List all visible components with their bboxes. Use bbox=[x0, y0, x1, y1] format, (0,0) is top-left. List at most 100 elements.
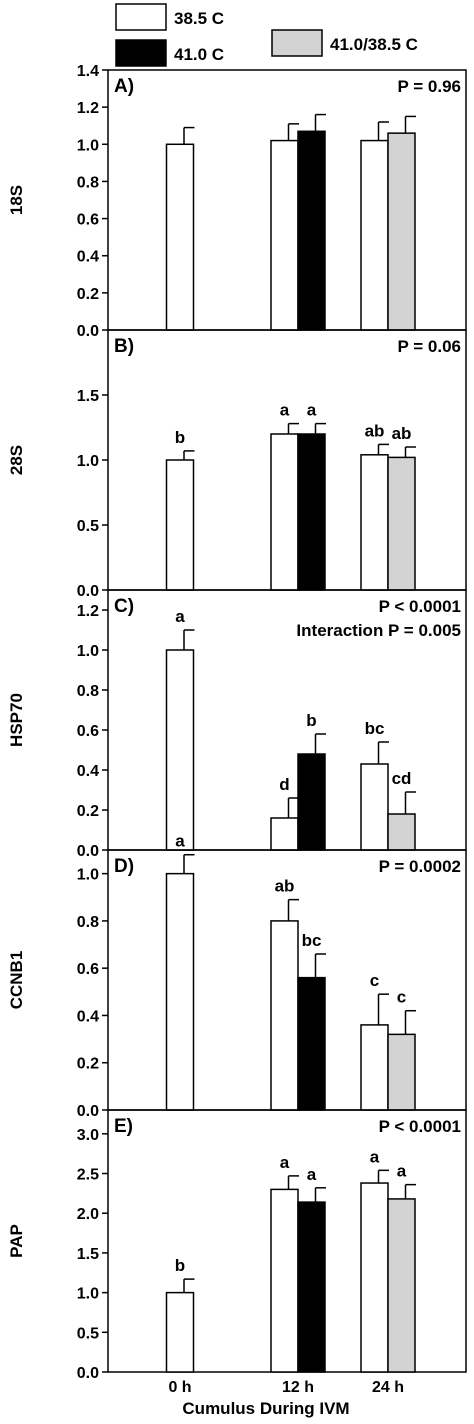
bar-38-5-c-24-h bbox=[360, 1182, 389, 1373]
panel-hsp70: 0.0 0.2 0.4 0.6 0.8 1.0 1.2 HSP70 C) P < 0.0001 In… bbox=[7, 589, 467, 860]
y-tick-label: 0.2 bbox=[77, 803, 99, 820]
bar-38-5-c-0-h bbox=[165, 143, 195, 331]
panel-letter: C) bbox=[114, 596, 134, 617]
y-tick-label: 1.4 bbox=[77, 63, 99, 80]
legend-swatch-41-0-38-5-c bbox=[271, 29, 323, 57]
x-tick-label: 0 h bbox=[168, 1379, 191, 1396]
y-tick-label: 1.0 bbox=[77, 137, 99, 154]
y-tick-label: 0.6 bbox=[77, 723, 99, 740]
y-tick-label: 3.0 bbox=[77, 1127, 99, 1144]
y-tick-label: 0.5 bbox=[77, 1325, 99, 1342]
bar-38-5-c-12-h bbox=[270, 433, 299, 591]
bar-38-5-c-0-h bbox=[165, 872, 195, 1111]
bar-38-5-c-24-h bbox=[360, 454, 389, 591]
bar-38-5-c-0-h bbox=[165, 649, 195, 851]
y-tick-label: 1.5 bbox=[77, 388, 99, 405]
bar-38-5-c-12-h bbox=[270, 817, 299, 851]
bar-38-5-c-24-h bbox=[360, 139, 389, 331]
x-tick-label: 24 h bbox=[372, 1379, 404, 1396]
panel-letter: D) bbox=[114, 856, 134, 877]
bar-38-5-c-0-h bbox=[165, 459, 195, 591]
panel-18s: 0.0 0.2 0.4 0.6 0.8 1.0 1.2 1.4 18S A) P = 0.96 bbox=[7, 63, 467, 340]
significance-letter: ab bbox=[392, 424, 412, 443]
significance-letter: a bbox=[280, 1153, 290, 1172]
y-axis-label: 28S bbox=[7, 445, 26, 475]
y-tick-label: 1.0 bbox=[77, 1286, 99, 1303]
y-tick-label: 0.8 bbox=[77, 174, 99, 191]
p-value-annotation: P < 0.0001 bbox=[379, 597, 461, 616]
x-axis-label: Cumulus During IVM bbox=[182, 1399, 349, 1418]
y-tick-label: 1.0 bbox=[77, 867, 99, 884]
bar-41-0-c-12-h bbox=[297, 1201, 326, 1373]
legend-label-41-0-c: 41.0 C bbox=[174, 45, 224, 64]
legend: 38.5 C 41.0 C 41.0/38.5 C bbox=[115, 3, 418, 67]
legend-label-41-0-38-5-c: 41.0/38.5 C bbox=[330, 35, 418, 54]
y-tick-label: 0.2 bbox=[77, 1056, 99, 1073]
panel-28s: 0.0 0.5 1.0 1.5 28S B) P = 0.06 b a a ab ab bbox=[7, 329, 467, 600]
y-tick-label: 0.0 bbox=[77, 323, 99, 340]
p-value-annotation: P = 0.0002 bbox=[379, 857, 461, 876]
bar-41-0-c-12-h bbox=[297, 433, 326, 591]
y-tick-label: 0.6 bbox=[77, 212, 99, 229]
y-tick-label: 0.5 bbox=[77, 518, 99, 535]
bar-38-5-c-0-h bbox=[165, 1291, 195, 1373]
panel-letter: E) bbox=[114, 1116, 133, 1137]
y-tick-label: 0.4 bbox=[77, 763, 99, 780]
panel-letter: A) bbox=[114, 76, 134, 97]
bar-41-0-38-5-c-24-h bbox=[387, 456, 416, 591]
y-tick-label: 1.2 bbox=[77, 603, 99, 620]
significance-letter: ab bbox=[365, 421, 385, 440]
p-value-annotation: P = 0.06 bbox=[398, 337, 462, 356]
y-tick-label: 1.0 bbox=[77, 453, 99, 470]
bar-41-0-38-5-c-24-h bbox=[387, 1198, 416, 1373]
significance-letter: bc bbox=[302, 931, 322, 950]
y-tick-label: 0.2 bbox=[77, 286, 99, 303]
panel-letter: B) bbox=[114, 336, 134, 357]
significance-letter: b bbox=[175, 1256, 185, 1275]
bar-41-0-38-5-c-24-h bbox=[387, 813, 416, 851]
y-tick-label: 0.0 bbox=[77, 843, 99, 860]
y-tick-label: 0.0 bbox=[77, 1103, 99, 1120]
y-tick-label: 0.0 bbox=[77, 1365, 99, 1382]
significance-letter: d bbox=[279, 775, 289, 794]
x-tick-label: 12 h bbox=[282, 1379, 314, 1396]
bar-41-0-c-12-h bbox=[297, 753, 326, 851]
p-value-annotation: Interaction P = 0.005 bbox=[296, 621, 461, 640]
bar-38-5-c-12-h bbox=[270, 139, 299, 331]
bar-41-0-c-12-h bbox=[297, 130, 326, 331]
panel-ccnb1: 0.0 0.2 0.4 0.6 0.8 1.0 CCNB1 D) P = 0.0002 a ab bc… bbox=[7, 832, 467, 1120]
legend-swatch-41-0-c bbox=[115, 39, 167, 67]
y-tick-label: 0.0 bbox=[77, 583, 99, 600]
significance-letter: a bbox=[175, 832, 185, 851]
significance-letter: a bbox=[307, 401, 317, 420]
significance-letter: c bbox=[370, 971, 379, 990]
significance-letter: ab bbox=[275, 877, 295, 896]
significance-letter: b bbox=[175, 428, 185, 447]
significance-letter: a bbox=[280, 401, 290, 420]
bar-38-5-c-12-h bbox=[270, 920, 299, 1111]
significance-letter: c bbox=[397, 988, 406, 1007]
y-tick-label: 2.5 bbox=[77, 1167, 99, 1184]
bar-38-5-c-24-h bbox=[360, 1024, 389, 1111]
p-value-annotation: P = 0.96 bbox=[398, 77, 462, 96]
y-tick-label: 0.6 bbox=[77, 961, 99, 978]
y-tick-label: 1.2 bbox=[77, 100, 99, 117]
y-tick-label: 0.8 bbox=[77, 914, 99, 931]
significance-letter: a bbox=[370, 1147, 380, 1166]
y-tick-label: 0.4 bbox=[77, 1008, 99, 1025]
y-axis-label: PAP bbox=[7, 1224, 26, 1258]
y-tick-label: 0.8 bbox=[77, 683, 99, 700]
y-axis-label: HSP70 bbox=[7, 693, 26, 747]
y-tick-label: 0.4 bbox=[77, 249, 99, 266]
bar-41-0-38-5-c-24-h bbox=[387, 1033, 416, 1111]
y-axis-label: 18S bbox=[7, 185, 26, 215]
legend-label-38-5-c: 38.5 C bbox=[174, 9, 224, 28]
significance-letter: a bbox=[397, 1162, 407, 1181]
bar-41-0-c-12-h bbox=[297, 976, 326, 1111]
significance-letter: a bbox=[307, 1165, 317, 1184]
bar-38-5-c-24-h bbox=[360, 763, 389, 851]
legend-swatch-38-5-c bbox=[115, 3, 167, 31]
